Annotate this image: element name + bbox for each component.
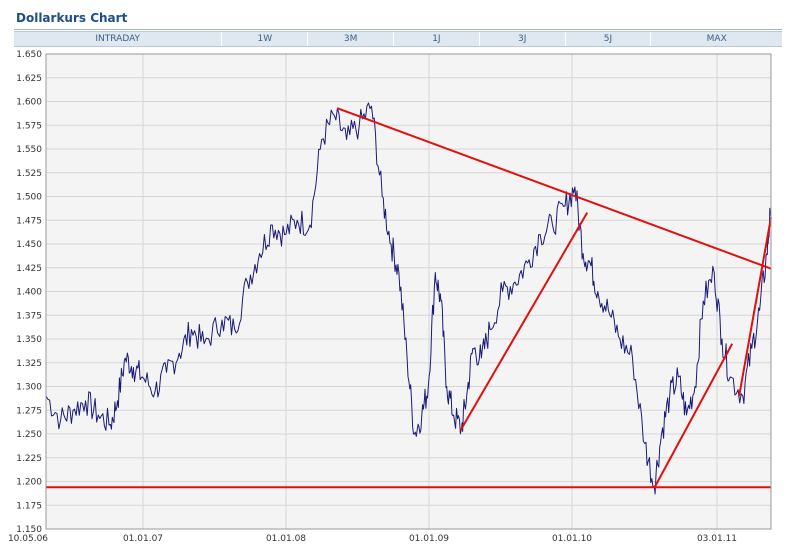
y-tick-label: 1.500 — [16, 193, 42, 203]
trendline — [459, 212, 589, 431]
title-divider — [14, 29, 782, 30]
x-tick-label: 01.01.10 — [552, 534, 592, 544]
tab-5j[interactable]: 5J — [566, 32, 652, 46]
trendline-layer — [46, 107, 772, 489]
y-tick-label: 1.175 — [16, 501, 42, 511]
trendline — [336, 107, 772, 270]
y-tick-label: 1.150 — [16, 525, 42, 535]
trendline — [653, 343, 734, 489]
tab-max[interactable]: MAX — [706, 34, 727, 44]
x-tick-label: 10.05.06 — [8, 534, 48, 544]
x-tick-label: 01.01.09 — [409, 534, 449, 544]
y-tick-label: 1.200 — [16, 478, 42, 488]
tab-3j[interactable]: 3J — [480, 32, 566, 46]
trendline — [738, 217, 772, 397]
y-tick-label: 1.550 — [16, 145, 42, 155]
dollar-rate-line — [45, 102, 771, 495]
y-tick-label: 1.425 — [16, 264, 42, 274]
chart-title: Dollarkurs Chart — [16, 11, 128, 25]
y-tick-label: 1.525 — [16, 169, 42, 179]
y-tick-label: 1.625 — [16, 74, 42, 84]
series-layer — [45, 102, 771, 495]
x-axis-labels: 10.05.06 01.01.07 01.01.08 01.01.09 01.01.10… — [8, 534, 737, 544]
x-tick-label: 01.01.08 — [266, 534, 306, 544]
tab-1j[interactable]: 1J — [394, 32, 480, 46]
y-tick-label: 1.250 — [16, 430, 42, 440]
y-tick-label: 1.275 — [16, 406, 42, 416]
timeframe-tabs: INTRADAY 1W 3M 1J 3J 5J MAX — [14, 31, 782, 47]
y-tick-label: 1.325 — [16, 359, 42, 369]
y-tick-label: 1.575 — [16, 121, 42, 131]
y-tick-label: 1.300 — [16, 383, 42, 393]
y-axis-labels: 1.650 1.625 1.600 1.575 1.550 1.525 1.500 1.475… — [16, 50, 42, 535]
y-tick-label: 1.475 — [16, 216, 42, 226]
tab-3m[interactable]: 3M — [308, 32, 395, 46]
tab-1w[interactable]: 1W — [222, 32, 309, 46]
x-tick-label: 01.01.07 — [123, 534, 163, 544]
grid-lines — [46, 53, 771, 530]
y-tick-label: 1.400 — [16, 288, 42, 298]
x-tick-label: 03.01.11 — [697, 534, 737, 544]
y-tick-label: 1.450 — [16, 240, 42, 250]
tab-intraday[interactable]: INTRADAY — [14, 32, 223, 46]
y-tick-label: 1.600 — [16, 98, 42, 108]
y-tick-label: 1.375 — [16, 311, 42, 321]
y-tick-label: 1.225 — [16, 454, 42, 464]
y-tick-label: 1.650 — [16, 50, 42, 60]
y-tick-label: 1.350 — [16, 335, 42, 345]
plot-border — [45, 53, 772, 530]
